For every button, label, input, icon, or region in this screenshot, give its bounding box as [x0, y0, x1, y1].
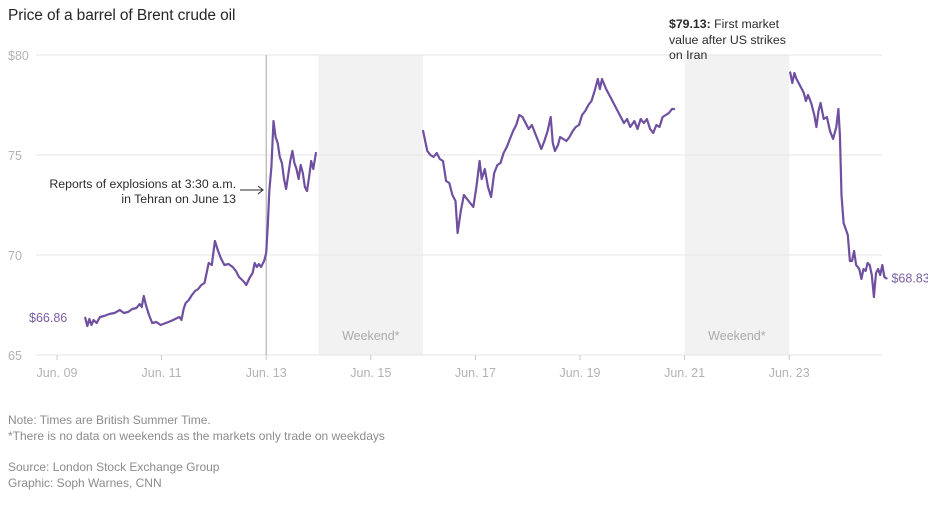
annotation-first-value-bold: $79.13: [669, 17, 711, 31]
weekend-label: Weekend* [708, 329, 766, 343]
note-weekends: *There is no data on weekends as the mar… [8, 429, 385, 443]
weekend-label: Weekend* [342, 329, 400, 343]
y-tick-label: $80 [8, 49, 29, 63]
weekend-band [318, 55, 424, 355]
price-series [84, 71, 888, 328]
note-times: Note: Times are British Summer Time. [8, 413, 211, 427]
price-line-segment-1 [84, 119, 317, 328]
annotation-first-value-line3: on Iran [669, 48, 707, 62]
y-tick-label: 70 [8, 249, 22, 263]
start-value-label: $66.86 [29, 311, 67, 325]
arrow-right-icon [240, 185, 264, 195]
chart-title: Price of a barrel of Brent crude oil [8, 7, 236, 24]
x-tick-label: Jun. 19 [559, 366, 600, 380]
x-axis-ticks: Jun. 09 Jun. 11 Jun. 13 Jun. 15 Jun. 17 Jun. … [36, 355, 810, 380]
y-tick-label: 75 [8, 149, 22, 163]
annotation-first-value-line1: $79.13: First market [669, 17, 780, 31]
price-line-segment-3 [789, 71, 888, 299]
x-tick-label: Jun. 17 [455, 366, 496, 380]
annotation-first-value-text: First market [711, 17, 780, 31]
x-tick-label: Jun. 09 [36, 366, 77, 380]
gridlines [36, 54, 882, 356]
y-tick-label: 65 [8, 349, 22, 363]
x-tick-label: Jun. 21 [664, 366, 705, 380]
event-marker: Reports of explosions at 3:30 a.m. in Te… [49, 55, 267, 355]
x-tick-label: Jun. 23 [769, 366, 810, 380]
price-line-segment-2 [422, 77, 676, 235]
x-tick-label: Jun. 11 [142, 366, 182, 380]
x-tick-label: Jun. 15 [350, 366, 391, 380]
end-value-label: $68.83 [891, 271, 928, 285]
annotation-first-value: $79.13: First market value after US stri… [669, 17, 786, 62]
credit-text: Graphic: Soph Warnes, CNN [8, 476, 162, 490]
weekend-bands: Weekend* Weekend* [318, 55, 790, 355]
weekend-band [684, 55, 790, 355]
annotation-first-value-line2: value after US strikes [669, 33, 786, 47]
credits-block: Source: London Stock Exchange Group Grap… [8, 459, 219, 491]
y-axis-ticks: $80 75 70 65 [8, 49, 29, 363]
x-tick-label: Jun. 13 [246, 366, 287, 380]
annotation-explosions-line2: in Tehran on June 13 [121, 192, 236, 206]
annotation-explosions-line1: Reports of explosions at 3:30 a.m. [49, 177, 236, 191]
line-chart: Weekend* Weekend* $80 75 70 65 Jun. 09 Jun. 1… [8, 17, 928, 380]
source-text: Source: London Stock Exchange Group [8, 460, 220, 474]
notes-block: Note: Times are British Summer Time. *Th… [8, 412, 385, 444]
